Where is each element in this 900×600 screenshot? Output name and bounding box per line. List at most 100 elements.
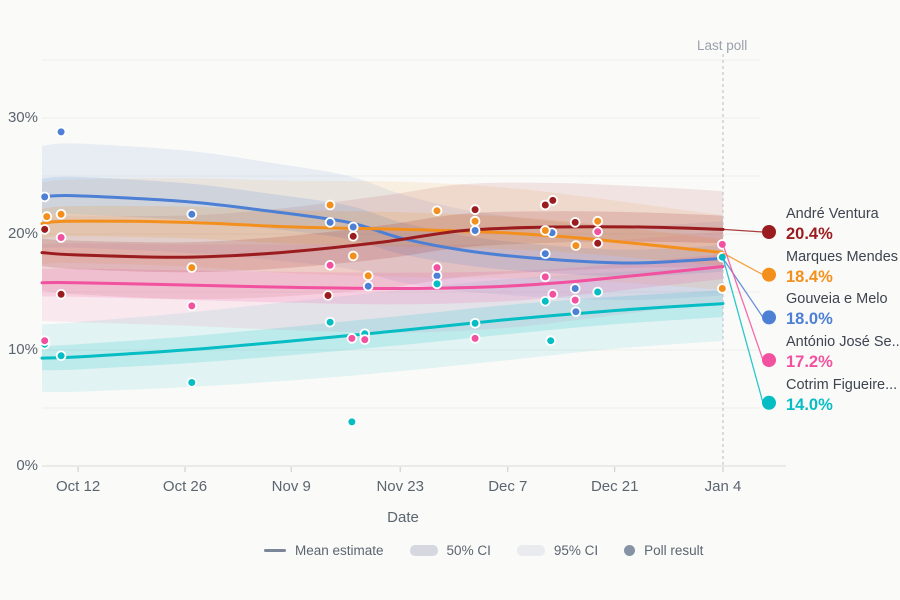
legend-item-mean-estimate[interactable]: Mean estimate: [264, 543, 384, 558]
poll-dot-mendes[interactable]: [324, 199, 336, 211]
poll-dot-mendes[interactable]: [362, 270, 374, 282]
poll-dot-seguro[interactable]: [547, 288, 559, 300]
poll-dot-seguro[interactable]: [431, 262, 443, 273]
poll-dot-seguro[interactable]: [569, 294, 581, 306]
poll-dot-melo[interactable]: [362, 280, 374, 292]
poll-dot-ventura[interactable]: [39, 224, 50, 235]
poll-dot-cotrim[interactable]: [55, 350, 67, 362]
legend-swatch-band: [409, 545, 438, 556]
label-connector-seguro: [722, 244, 764, 361]
poll-dot-ventura[interactable]: [569, 217, 581, 228]
series-value: 20.4%: [786, 225, 833, 243]
poll-dot-melo[interactable]: [347, 221, 359, 233]
series-label-ventura: André Ventura 20.4%: [786, 206, 898, 244]
label-connector-cotrim: [722, 257, 764, 403]
poll-dot-cotrim[interactable]: [469, 317, 481, 329]
poll-dot-cotrim[interactable]: [431, 278, 443, 290]
mean-line-ventura[interactable]: [40, 225, 725, 259]
poll-dot-cotrim[interactable]: [716, 251, 728, 263]
poll-dot-mendes[interactable]: [347, 250, 359, 262]
poll-dot-mendes[interactable]: [55, 209, 67, 220]
poll-dot-ventura[interactable]: [322, 290, 334, 301]
poll-dot-cotrim[interactable]: [324, 316, 336, 328]
series-name: Cotrim Figueire...: [786, 376, 898, 393]
poll-dot-cotrim[interactable]: [346, 416, 358, 428]
poll-dot-ventura[interactable]: [469, 204, 481, 215]
poll-dot-seguro[interactable]: [592, 226, 603, 238]
x-tick-label: Nov 23: [376, 478, 424, 495]
x-tick-label: Oct 12: [55, 478, 101, 495]
poll-dot-mendes[interactable]: [570, 240, 582, 251]
y-tick-label: 10%: [7, 341, 38, 358]
poll-dot-seguro[interactable]: [186, 300, 198, 312]
poll-dot-mendes[interactable]: [469, 215, 481, 227]
series-value: 18.0%: [786, 310, 833, 329]
poll-dot-seguro[interactable]: [716, 239, 728, 250]
poll-dot-cotrim[interactable]: [545, 335, 556, 347]
poll-dot-melo[interactable]: [55, 126, 67, 138]
series-label-cotrim: Cotrim Figueire... 14.0%: [786, 377, 898, 415]
poll-dot-ventura[interactable]: [539, 199, 551, 211]
series-label-melo: Gouveia e Melo 18.0%: [786, 291, 898, 329]
ci50-band-mendes: [42, 205, 723, 266]
legend-item-poll-result[interactable]: Poll result: [624, 543, 703, 558]
legend-swatch-dot: [624, 545, 636, 556]
poll-dot-ventura[interactable]: [547, 195, 559, 206]
series-name: Marques Mendes: [786, 248, 899, 265]
poll-dot-ventura[interactable]: [592, 238, 603, 249]
series-value: 14.0%: [786, 395, 833, 414]
poll-dot-seguro[interactable]: [539, 271, 551, 283]
poll-dot-mendes[interactable]: [539, 225, 551, 236]
poll-dot-seguro[interactable]: [469, 333, 481, 344]
poll-dot-cotrim[interactable]: [186, 377, 198, 388]
last-poll-label: Last poll: [697, 38, 748, 53]
legend-item-50-ci[interactable]: 50% CI: [409, 543, 491, 558]
poll-dot-melo[interactable]: [39, 191, 50, 203]
label-dot-cotrim: [762, 395, 776, 410]
poll-dot-seguro[interactable]: [55, 232, 67, 243]
poll-dot-mendes[interactable]: [716, 283, 728, 294]
poll-dot-cotrim[interactable]: [592, 286, 603, 298]
series-label-seguro: António José Se... 17.2%: [786, 334, 900, 372]
x-tick-label: Oct 26: [162, 478, 208, 495]
series-name: André Ventura: [786, 206, 879, 222]
poll-dot-seguro[interactable]: [346, 333, 358, 344]
label-connector-melo: [722, 258, 764, 318]
ci50-band-melo: [42, 176, 723, 277]
label-connector-mendes: [722, 252, 764, 276]
poll-dot-mendes[interactable]: [186, 262, 198, 273]
poll-dot-mendes[interactable]: [41, 211, 53, 222]
legend-swatch-band: [516, 545, 545, 556]
x-tick-label: Jan 4: [704, 478, 742, 495]
poll-dot-melo[interactable]: [570, 306, 582, 318]
poll-dot-seguro[interactable]: [359, 334, 371, 345]
legend-item-95-ci[interactable]: 95% CI: [516, 543, 598, 558]
series-value: 18.4%: [786, 267, 833, 286]
legend-label: Poll result: [644, 543, 704, 558]
poll-dot-mendes[interactable]: [592, 215, 603, 227]
poll-dot-seguro[interactable]: [39, 335, 50, 347]
label-connector-ventura: [722, 228, 764, 233]
poll-dot-melo[interactable]: [539, 248, 551, 260]
mean-line-melo[interactable]: [40, 194, 725, 265]
series-name: Gouveia e Melo: [786, 291, 888, 308]
series-label-mendes: Marques Mendes 18.4%: [786, 249, 898, 287]
poll-dot-melo[interactable]: [569, 283, 581, 294]
poll-dot-melo[interactable]: [469, 225, 481, 236]
poll-dot-melo[interactable]: [324, 217, 336, 228]
poll-dot-ventura[interactable]: [55, 288, 67, 300]
poll-dot-melo[interactable]: [186, 209, 198, 220]
chart-legend: Mean estimate 50% CI 95% CI Poll result: [264, 543, 703, 558]
legend-label: 50% CI: [446, 543, 491, 558]
series-value: 17.2%: [786, 353, 833, 372]
label-dot-melo: [762, 310, 776, 325]
y-tick-label: 0%: [16, 457, 38, 474]
poll-dot-cotrim[interactable]: [539, 295, 551, 307]
poll-dot-mendes[interactable]: [431, 205, 443, 217]
legend-swatch-line: [264, 549, 286, 552]
mean-line-mendes[interactable]: [40, 219, 725, 255]
poll-dot-seguro[interactable]: [324, 259, 336, 271]
poll-dot-ventura[interactable]: [347, 231, 359, 242]
label-dot-ventura: [762, 225, 776, 239]
